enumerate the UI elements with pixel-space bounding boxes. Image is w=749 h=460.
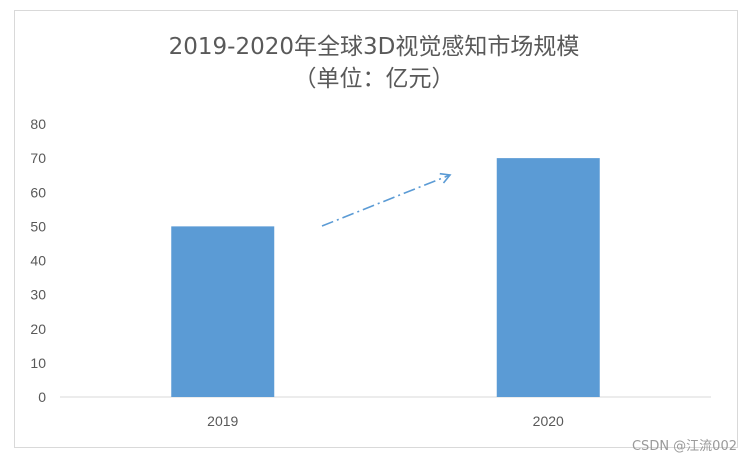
y-tick-label: 40 (30, 253, 46, 269)
y-tick-label: 20 (30, 321, 46, 337)
watermark: CSDN @江流002 (631, 439, 737, 454)
y-tick-label: 0 (38, 389, 46, 405)
trend-arrow (321, 172, 452, 227)
y-axis: 0 10 20 30 40 50 60 70 80 (30, 116, 46, 405)
y-tick-label: 30 (30, 287, 46, 303)
chart-frame (14, 10, 738, 448)
y-tick-label: 70 (30, 150, 46, 166)
bars (171, 158, 600, 397)
bar-2019 (171, 226, 275, 397)
x-tick-label: 2019 (207, 413, 238, 429)
y-tick-label: 10 (30, 355, 46, 371)
bar-2020 (496, 158, 600, 397)
chart-title: 2019-2020年全球3D视觉感知市场规模 (169, 34, 580, 60)
y-tick-label: 50 (30, 218, 46, 234)
chart-subtitle: （单位：亿元） (294, 66, 455, 92)
x-tick-label: 2020 (533, 413, 564, 429)
y-tick-label: 80 (30, 116, 46, 132)
y-tick-label: 60 (30, 184, 46, 200)
x-axis: 2019 2020 (207, 413, 564, 429)
